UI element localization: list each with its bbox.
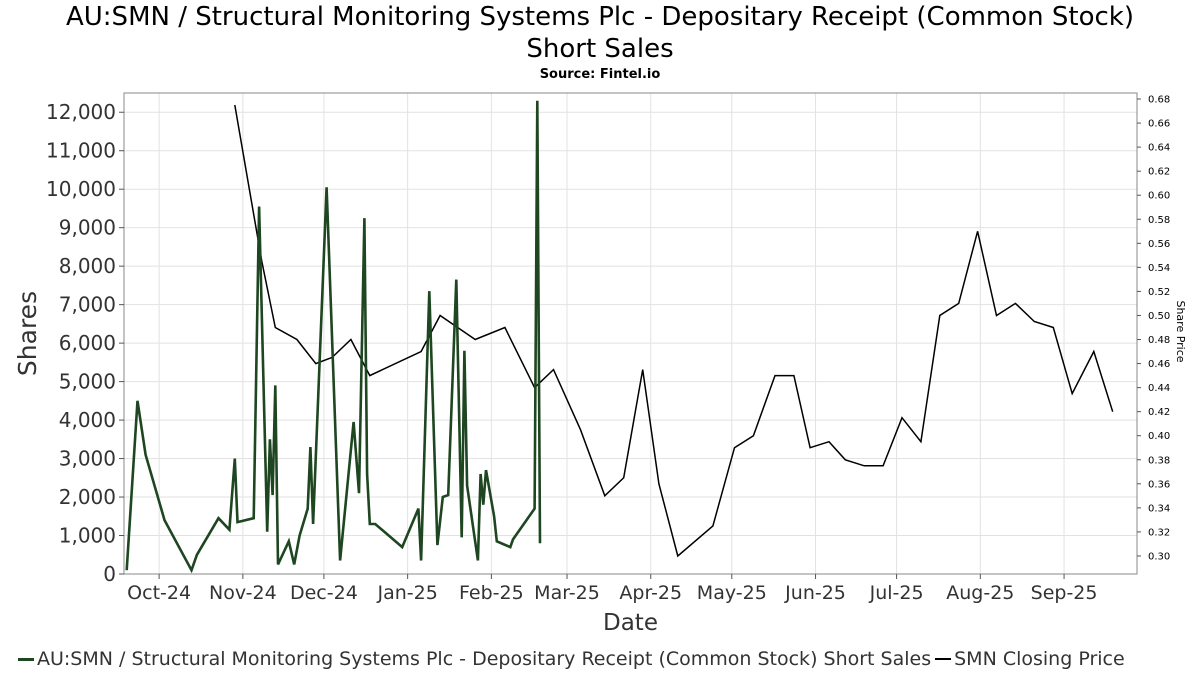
x-tick-label: Jun-25 bbox=[784, 582, 846, 604]
chart-title-line2: Short Sales bbox=[526, 34, 674, 64]
x-tick-label: May-25 bbox=[697, 582, 767, 604]
y2-tick-label: 0.32 bbox=[1148, 527, 1170, 538]
y-tick-label: 3,000 bbox=[59, 447, 116, 471]
y-tick-label: 8,000 bbox=[59, 254, 116, 278]
x-tick-label: Nov-24 bbox=[209, 582, 277, 604]
plot-frame bbox=[123, 92, 1138, 575]
y-tick-label: 7,000 bbox=[59, 293, 116, 317]
legend-label-short-sales: AU:SMN / Structural Monitoring Systems P… bbox=[37, 648, 932, 670]
y2-tick-label: 0.58 bbox=[1148, 215, 1170, 226]
y-tick-label: 5,000 bbox=[59, 370, 116, 394]
y2-tick-label: 0.46 bbox=[1148, 359, 1170, 370]
y2-tick-label: 0.38 bbox=[1148, 455, 1170, 466]
x-tick-label: Sep-25 bbox=[1031, 582, 1098, 604]
y-tick-label: 12,000 bbox=[46, 100, 116, 124]
legend-item-short-sales: AU:SMN / Structural Monitoring Systems P… bbox=[18, 648, 931, 670]
y2-tick-label: 0.52 bbox=[1148, 287, 1170, 298]
y2-tick-label: 0.54 bbox=[1148, 263, 1170, 274]
legend-swatch-short-sales bbox=[18, 657, 34, 661]
y2-tick-label: 0.50 bbox=[1148, 311, 1170, 322]
y2-tick-label: 0.68 bbox=[1148, 95, 1170, 106]
y-tick-label: 0 bbox=[103, 562, 116, 586]
grid-layer bbox=[124, 93, 1137, 575]
y2-axis-label: Share Price bbox=[1174, 300, 1187, 362]
legend-item-closing-price: SMN Closing Price bbox=[935, 648, 1125, 670]
y2-tick-label: 0.64 bbox=[1148, 143, 1170, 154]
x-tick-label: Jan-25 bbox=[376, 582, 437, 604]
y-tick-label: 6,000 bbox=[59, 331, 116, 355]
x-tick-label: Mar-25 bbox=[534, 582, 600, 604]
y-tick-label: 10,000 bbox=[46, 177, 116, 201]
y2-tick-label: 0.44 bbox=[1148, 383, 1170, 394]
y2-tick-label: 0.34 bbox=[1148, 503, 1170, 514]
x-tick-label: Feb-25 bbox=[459, 582, 524, 604]
x-tick-label: Oct-24 bbox=[127, 582, 191, 604]
y-tick-label: 9,000 bbox=[59, 216, 116, 240]
y2-tick-label: 0.48 bbox=[1148, 335, 1170, 346]
x-tick-label: Jul-25 bbox=[869, 582, 924, 604]
y-axis-label: Shares bbox=[13, 291, 42, 376]
x-tick-label: Dec-24 bbox=[290, 582, 358, 604]
chart-source: Source: Fintel.io bbox=[539, 67, 661, 82]
x-tick-label: Apr-25 bbox=[619, 582, 682, 604]
y-tick-label: 2,000 bbox=[59, 485, 116, 509]
y2-tick-label: 0.42 bbox=[1148, 407, 1170, 418]
x-tick-label: Aug-25 bbox=[946, 582, 1014, 604]
y-tick-label: 1,000 bbox=[59, 524, 116, 548]
axis-layer: 0 1,000 2,000 3,000 4,000 5,000 6,000 7,000 8,00… bbox=[13, 95, 1187, 636]
line-layer bbox=[125, 100, 1114, 574]
series-line-short-sales bbox=[125, 100, 542, 574]
chart-title-line1: AU:SMN / Structural Monitoring Systems P… bbox=[65, 2, 1135, 32]
legend: AU:SMN / Structural Monitoring Systems P… bbox=[18, 648, 1125, 670]
y2-tick-label: 0.56 bbox=[1148, 239, 1170, 250]
y-tick-label: 11,000 bbox=[46, 139, 116, 163]
legend-label-closing-price: SMN Closing Price bbox=[954, 648, 1125, 670]
y2-tick-label: 0.40 bbox=[1148, 431, 1170, 442]
y2-tick-label: 0.60 bbox=[1148, 191, 1170, 202]
y2-tick-label: 0.30 bbox=[1148, 551, 1170, 562]
y2-tick-label: 0.66 bbox=[1148, 119, 1170, 130]
legend-swatch-closing-price bbox=[935, 658, 952, 660]
y2-tick-label: 0.36 bbox=[1148, 479, 1170, 490]
x-axis-label: Date bbox=[603, 610, 658, 636]
y-tick-label: 4,000 bbox=[59, 408, 116, 432]
y2-tick-label: 0.62 bbox=[1148, 167, 1170, 178]
